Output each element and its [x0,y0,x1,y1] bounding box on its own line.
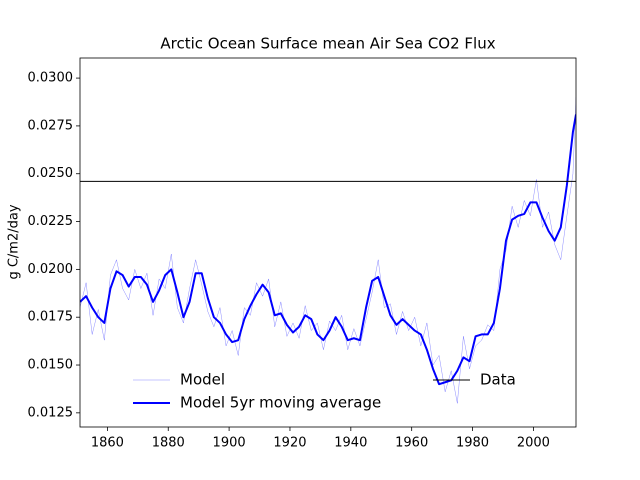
x-tick-label: 1880 [152,436,185,451]
legend-label: Model [180,371,225,389]
y-tick-label: 0.0225 [28,214,74,229]
x-tick-label: 1980 [456,436,489,451]
legend-label: Data [480,371,516,389]
chart-title: Arctic Ocean Surface mean Air Sea CO2 Fl… [160,35,495,53]
y-tick-label: 0.0275 [28,118,74,133]
y-tick-label: 0.0150 [28,358,74,373]
y-tick-label: 0.0175 [28,310,74,325]
x-tick-label: 1940 [334,436,367,451]
x-tick-label: 1860 [91,436,124,451]
y-tick-label: 0.0200 [28,262,74,277]
y-tick-label: 0.0300 [28,71,74,86]
legend-label: Model 5yr moving average [180,394,381,412]
x-tick-label: 1960 [395,436,428,451]
y-tick-label: 0.0250 [28,166,74,181]
plot-area [80,97,576,404]
series-line [80,114,576,386]
x-tick-label: 1900 [213,436,246,451]
axes-frame [79,57,577,428]
x-tick-label: 2000 [517,436,550,451]
x-tick-label: 1920 [273,436,306,451]
y-axis-label: g C/m2/day [7,204,22,279]
y-tick-label: 0.0125 [28,405,74,420]
